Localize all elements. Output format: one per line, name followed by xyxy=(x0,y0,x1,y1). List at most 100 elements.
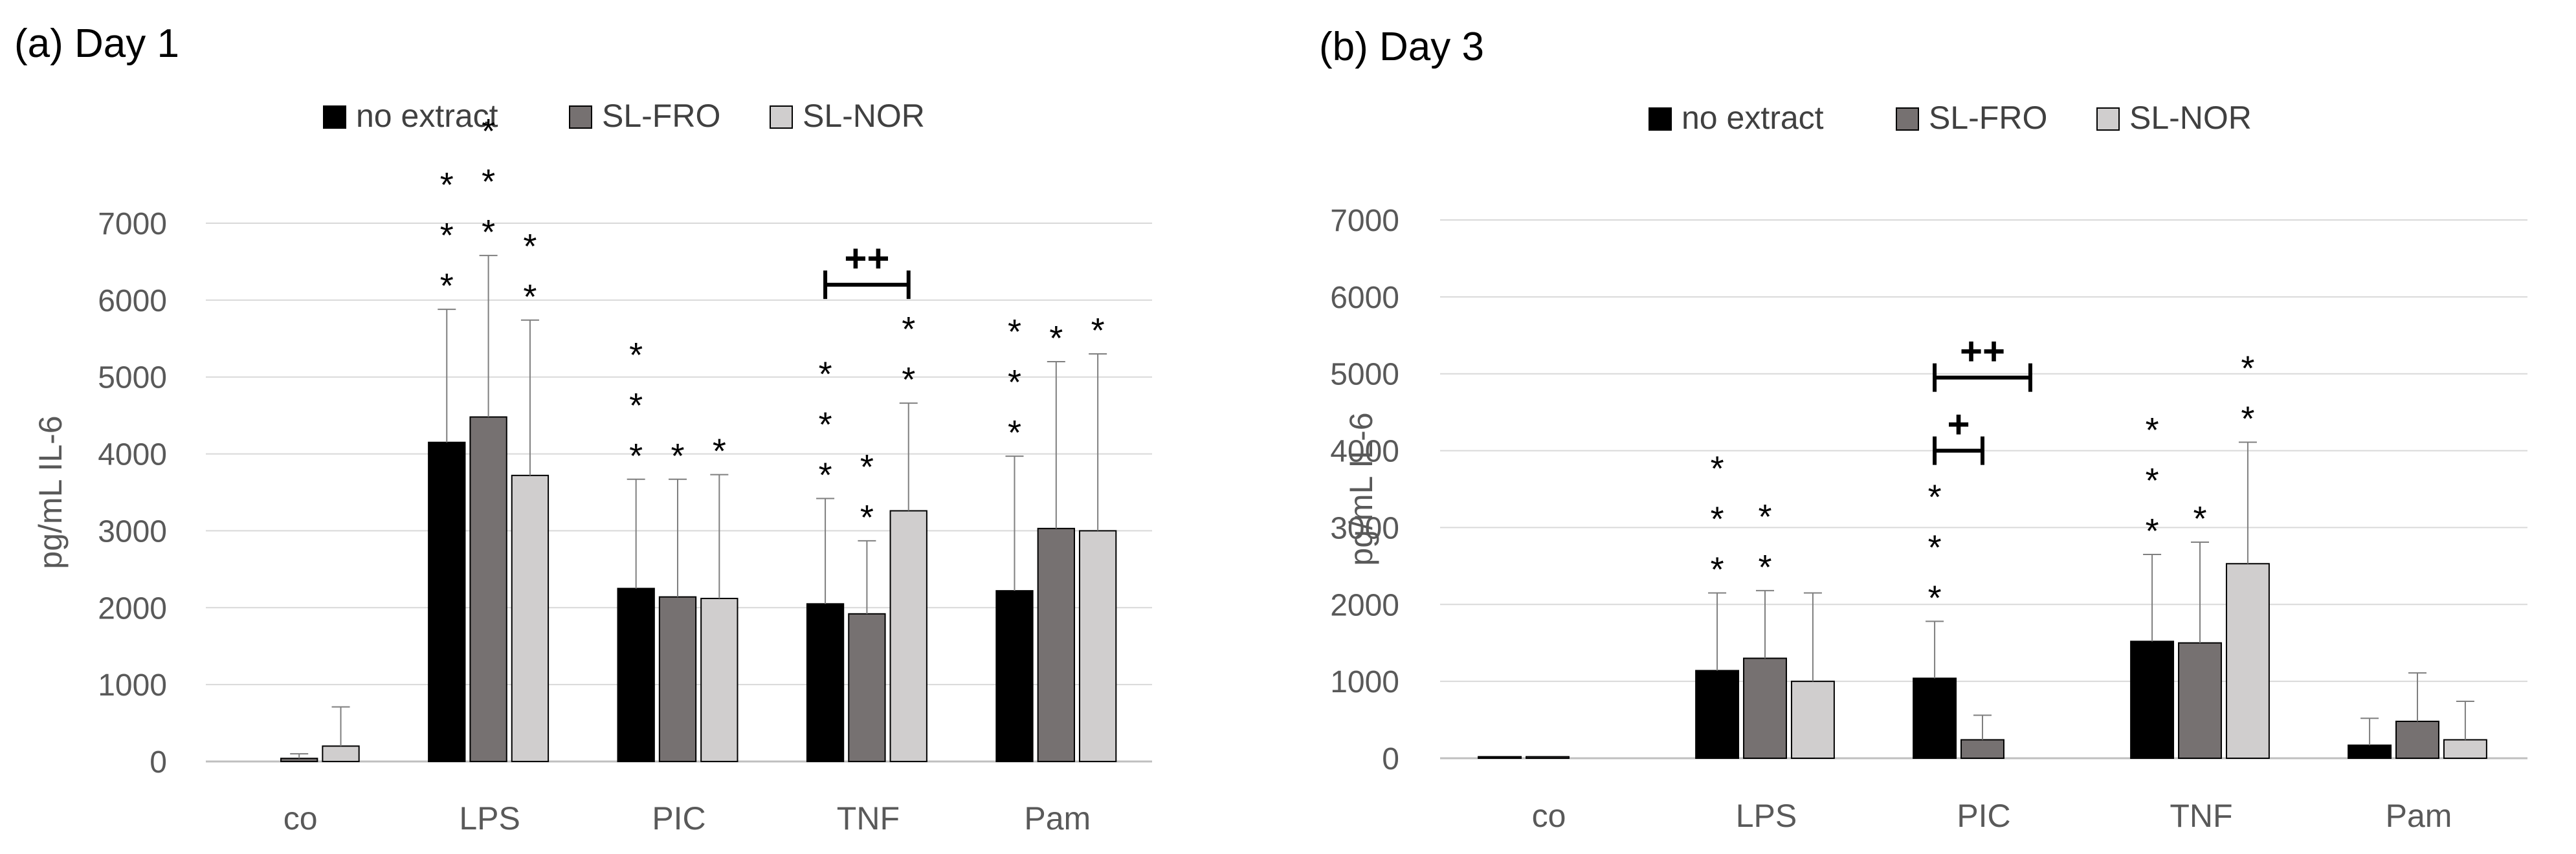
bar xyxy=(617,587,655,762)
legend-swatch xyxy=(2096,107,2120,131)
x-tick-label: Pam xyxy=(1024,800,1091,837)
significance-asterisk: * xyxy=(523,227,537,266)
bar xyxy=(806,603,845,762)
y-tick-label: 0 xyxy=(1382,742,1399,776)
x-tick-label: LPS xyxy=(1736,798,1797,834)
significance-asterisk: * xyxy=(1758,498,1771,536)
legend-label: SL-FRO xyxy=(1929,100,2047,136)
y-tick-label: 4000 xyxy=(1330,435,1399,469)
y-tick-label: 6000 xyxy=(1330,281,1399,315)
y-tick-label: 0 xyxy=(150,745,167,780)
significance-asterisk: * xyxy=(2241,349,2254,388)
significance-asterisk: * xyxy=(629,386,643,425)
significance-asterisk: * xyxy=(629,336,643,375)
legend-swatch xyxy=(1649,107,1672,131)
x-tick-label: TNF xyxy=(837,800,900,837)
significance-asterisk: * xyxy=(2193,499,2206,538)
legend-label: SL-NOR xyxy=(803,98,925,134)
bar xyxy=(428,441,466,762)
significance-asterisk: * xyxy=(1928,528,1942,567)
bar xyxy=(511,474,550,762)
bar xyxy=(1526,756,1570,759)
bar xyxy=(2395,720,2439,760)
significance-asterisk: * xyxy=(1091,311,1105,350)
significance-asterisk: * xyxy=(1008,413,1021,452)
legend-swatch xyxy=(323,105,346,129)
significance-asterisk: * xyxy=(860,448,874,487)
y-tick-label: 3000 xyxy=(1330,511,1399,545)
significance-asterisk: * xyxy=(1711,499,1724,538)
significance-asterisk: * xyxy=(860,498,874,537)
bracket-label: ++ xyxy=(844,237,889,280)
y-tick-label: 2000 xyxy=(1330,588,1399,622)
x-tick-label: TNF xyxy=(2170,798,2232,834)
legend-swatch xyxy=(770,105,793,129)
significance-asterisk: * xyxy=(2146,461,2159,500)
y-tick-label: 6000 xyxy=(98,284,167,318)
bar xyxy=(1478,756,1522,759)
panel-title: (b) Day 3 xyxy=(1319,25,1484,69)
significance-asterisk: * xyxy=(2146,411,2159,450)
bar xyxy=(1743,657,1787,759)
y-axis-label: pg/mL IL-6 xyxy=(1343,412,1379,565)
panel-title: (a) Day 1 xyxy=(14,21,179,66)
bar xyxy=(658,596,697,762)
bar xyxy=(280,758,318,763)
y-tick-label: 3000 xyxy=(98,514,167,549)
bar xyxy=(2443,739,2487,759)
y-tick-label: 2000 xyxy=(98,591,167,626)
y-tick-label: 7000 xyxy=(98,207,167,241)
significance-asterisk: * xyxy=(1711,449,1724,488)
significance-asterisk: * xyxy=(440,166,454,204)
significance-asterisk: * xyxy=(1008,363,1021,402)
bracket-label: ++ xyxy=(1960,330,2005,373)
y-axis-label: pg/mL IL-6 xyxy=(32,415,69,569)
x-tick-label: Pam xyxy=(2386,798,2452,834)
bar xyxy=(2178,642,2222,760)
significance-asterisk: * xyxy=(2241,399,2254,438)
legend-label: no extract xyxy=(1682,100,1824,136)
legend-label: no extract xyxy=(356,98,498,134)
x-tick-label: co xyxy=(283,800,318,837)
bar xyxy=(1913,677,1957,759)
significance-asterisk: * xyxy=(482,162,495,201)
bar xyxy=(848,613,886,763)
bar xyxy=(469,416,507,762)
bar xyxy=(995,590,1034,762)
x-tick-label: LPS xyxy=(459,800,520,837)
significance-asterisk: * xyxy=(1711,550,1724,589)
y-tick-label: 4000 xyxy=(98,438,167,472)
significance-asterisk: * xyxy=(819,456,832,495)
significance-asterisk: * xyxy=(523,278,537,316)
bar xyxy=(1078,530,1117,763)
significance-asterisk: * xyxy=(482,213,495,252)
significance-asterisk: * xyxy=(1758,548,1771,587)
significance-asterisk: * xyxy=(902,310,915,349)
significance-asterisk: * xyxy=(440,267,454,305)
significance-asterisk: * xyxy=(629,437,643,476)
significance-asterisk: * xyxy=(1928,477,1942,516)
significance-asterisk: * xyxy=(482,112,495,151)
significance-asterisk: * xyxy=(819,406,832,444)
bar xyxy=(2348,744,2392,760)
bar xyxy=(1037,527,1075,762)
x-tick-label: PIC xyxy=(652,800,705,837)
x-tick-label: PIC xyxy=(1957,798,2010,834)
bar xyxy=(2225,563,2270,759)
legend-label: SL-FRO xyxy=(602,98,720,134)
x-tick-label: co xyxy=(1532,798,1566,834)
bar xyxy=(889,510,927,762)
bar xyxy=(1960,739,2004,759)
legend-label: SL-NOR xyxy=(2129,100,2252,136)
bar xyxy=(700,598,738,762)
significance-asterisk: * xyxy=(1008,312,1021,351)
y-tick-label: 7000 xyxy=(1330,204,1399,238)
y-tick-label: 5000 xyxy=(98,361,167,395)
y-tick-label: 1000 xyxy=(1330,665,1399,699)
significance-asterisk: * xyxy=(713,432,726,471)
bar xyxy=(1790,681,1835,759)
significance-asterisk: * xyxy=(1049,319,1063,358)
legend-swatch xyxy=(569,105,592,129)
y-tick-label: 5000 xyxy=(1330,358,1399,392)
